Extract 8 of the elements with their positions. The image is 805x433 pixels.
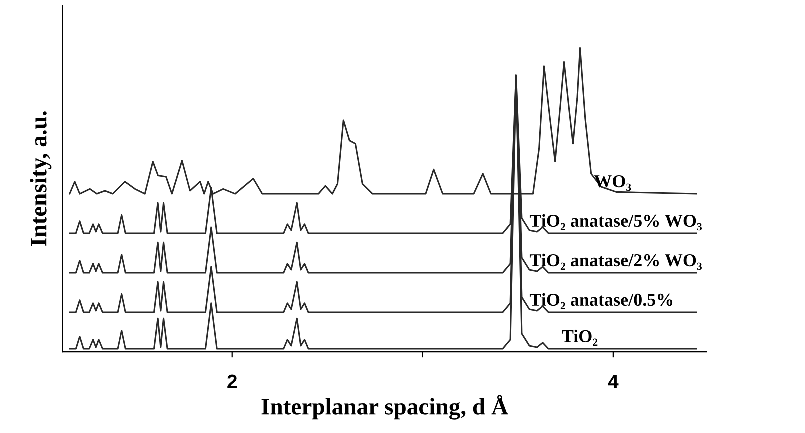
x-tick-label: 4 — [608, 374, 619, 388]
series-label: TiO₂ anatase/5% WO₃ — [530, 214, 702, 231]
series-label: TiO₂ — [562, 330, 598, 346]
y-axis-title: Intensity, a.u. — [30, 112, 52, 246]
series-label: TiO₂ anatase/0.5% — [530, 293, 673, 310]
series-label: TiO₂ anatase/2% WO₃ — [530, 254, 702, 270]
x-axis-title: Interplanar spacing, d Å — [262, 395, 508, 420]
x-tick-label: 2 — [228, 374, 237, 388]
